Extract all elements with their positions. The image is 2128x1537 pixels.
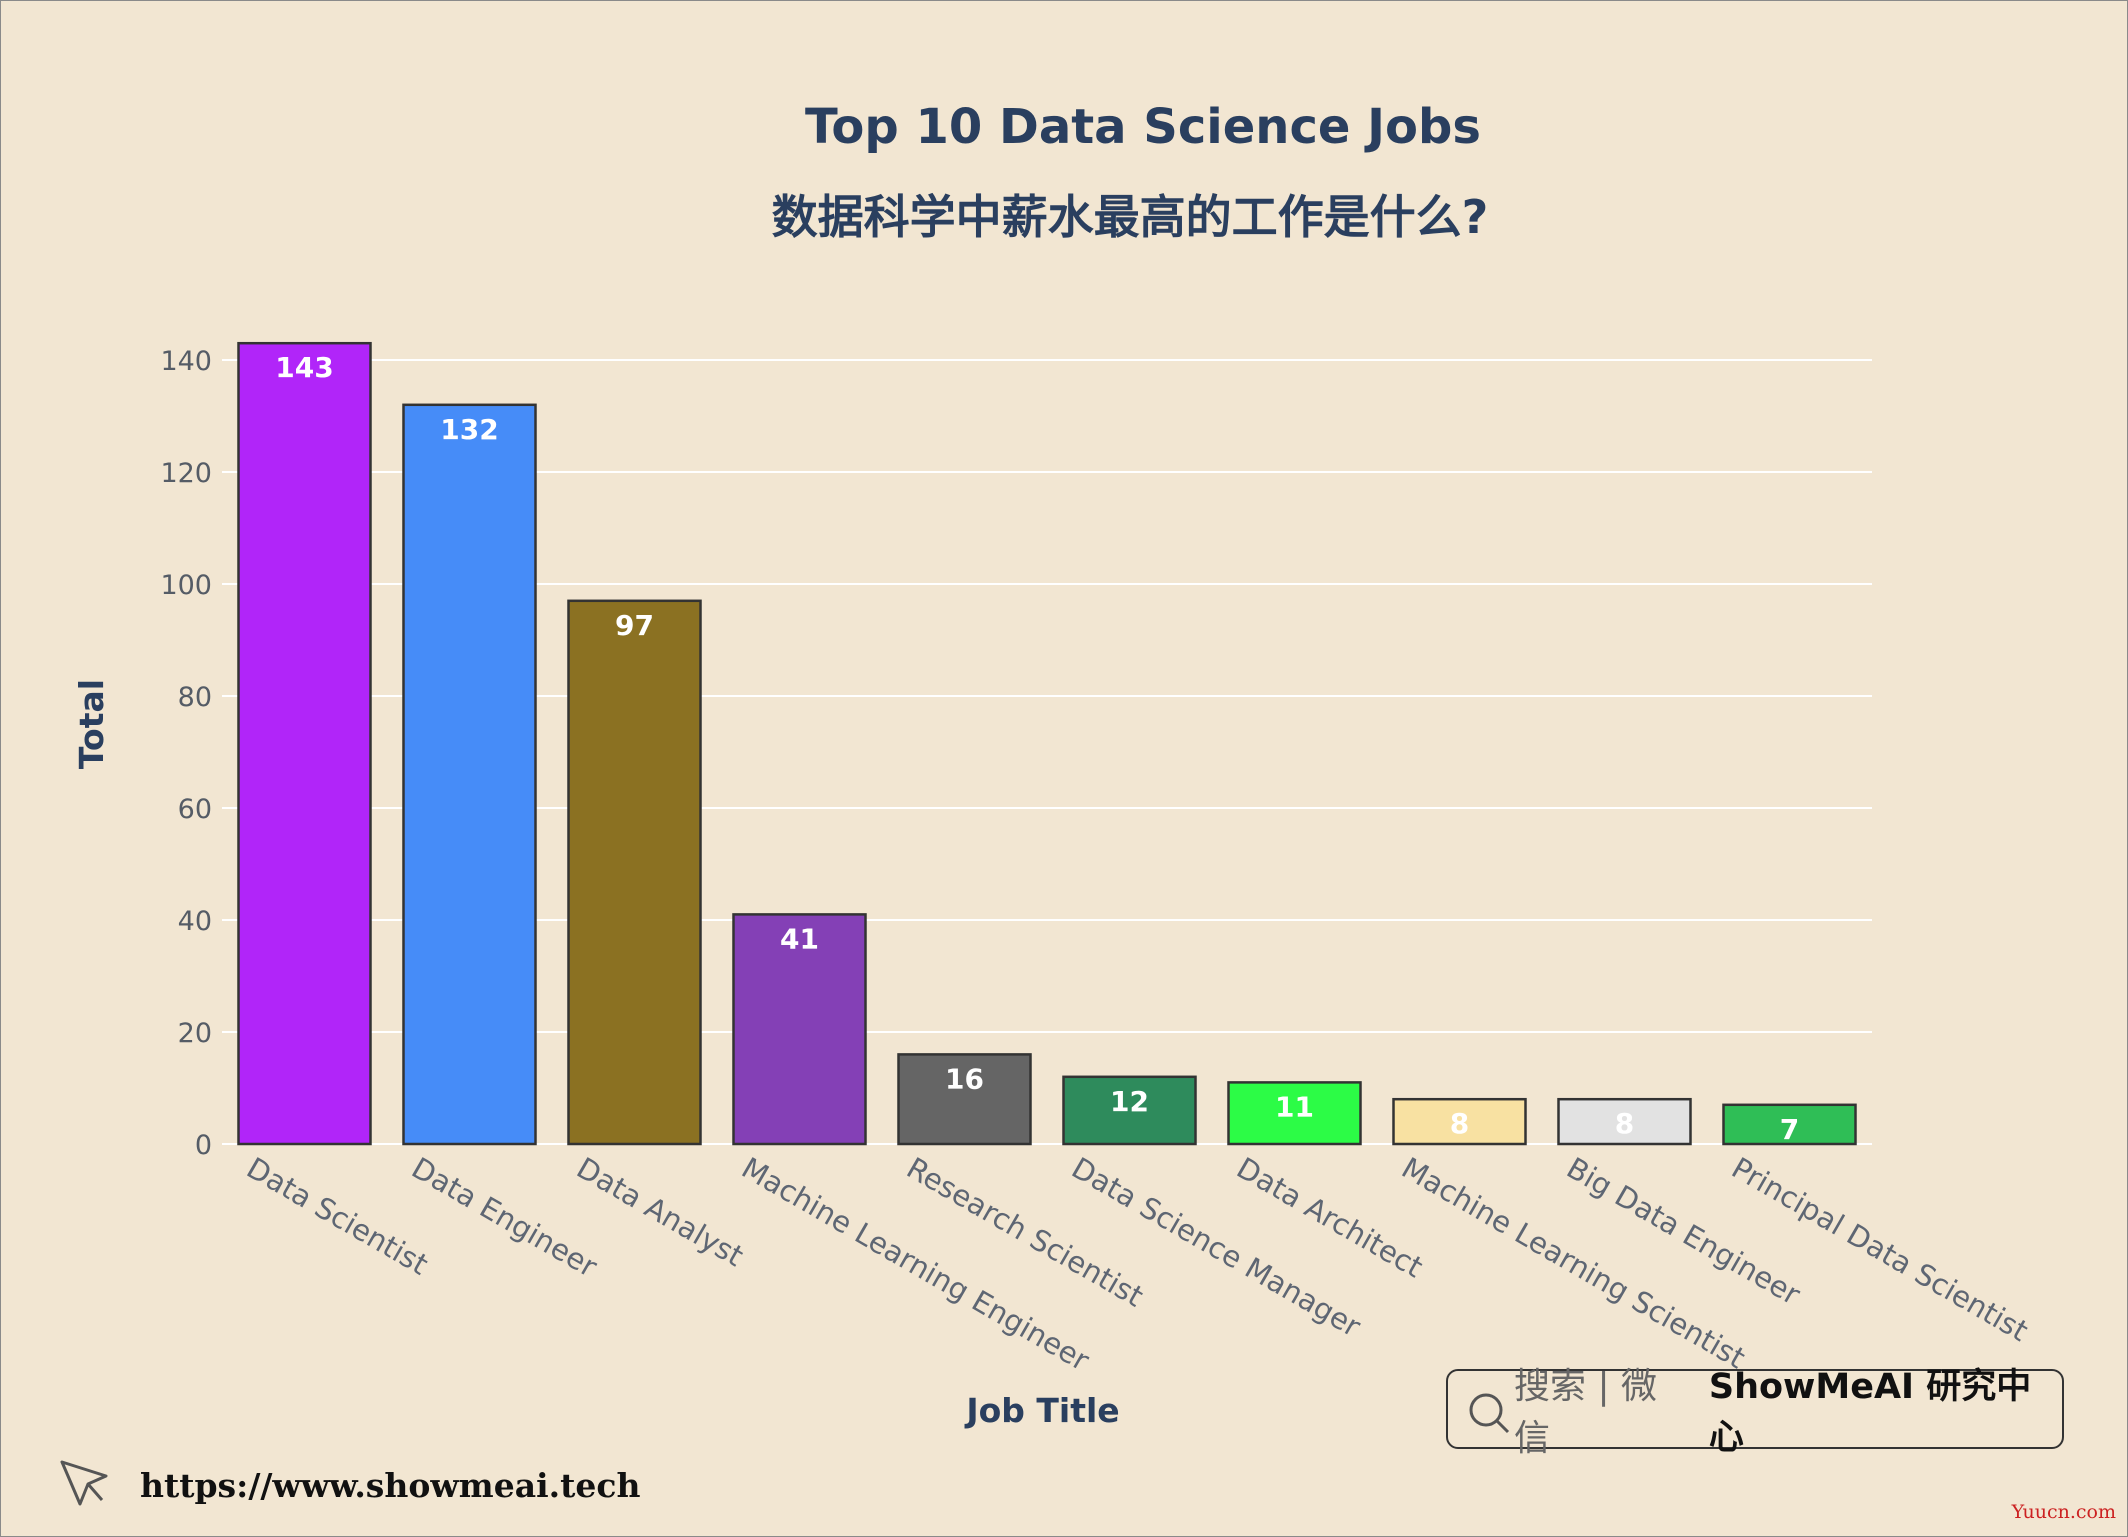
bar bbox=[897, 1053, 1032, 1146]
wechat-search-box: 搜索 | 微信 ShowMeAI 研究中心 bbox=[1446, 1366, 2064, 1459]
bar-labels: 143 132 97 41 16 12 11 8 8 7 bbox=[275, 351, 1799, 1146]
bar-value-label: 11 bbox=[1275, 1090, 1314, 1123]
bar bbox=[237, 341, 372, 1146]
bar-value-label: 12 bbox=[1110, 1085, 1149, 1118]
chart-subtitle: 数据科学中薪水最高的工作是什么? bbox=[772, 190, 1489, 244]
y-tick-label: 40 bbox=[178, 906, 212, 937]
bar-value-label: 8 bbox=[1615, 1107, 1634, 1140]
bar-value-label: 132 bbox=[440, 413, 498, 446]
chart-title: Top 10 Data Science Jobs bbox=[805, 99, 1481, 155]
search-icon bbox=[1466, 1390, 1510, 1434]
bar bbox=[1722, 1103, 1857, 1146]
bar bbox=[1392, 1097, 1527, 1146]
y-tick-label: 0 bbox=[195, 1130, 212, 1161]
x-tick-label: Data Scientist bbox=[241, 1151, 434, 1282]
bar bbox=[1557, 1097, 1692, 1146]
footer-link[interactable]: https://www.showmeai.tech bbox=[58, 1460, 640, 1510]
bars bbox=[237, 341, 1857, 1146]
x-tick-label: Data Science Manager bbox=[1066, 1151, 1366, 1344]
y-axis-label: Total bbox=[72, 679, 111, 769]
y-tick-label: 100 bbox=[160, 570, 212, 601]
brand-label: ShowMeAI 研究中心 bbox=[1708, 1367, 2032, 1458]
footer-url-text[interactable]: https://www.showmeai.tech bbox=[140, 1465, 641, 1505]
x-axis-label: Job Title bbox=[964, 1391, 1119, 1430]
y-tick-label: 120 bbox=[160, 458, 212, 489]
bar-value-label: 41 bbox=[780, 922, 819, 955]
y-tick-label: 20 bbox=[178, 1018, 212, 1049]
bar-value-label: 143 bbox=[275, 351, 333, 384]
y-tick-label: 80 bbox=[178, 682, 212, 713]
bar-value-label: 7 bbox=[1780, 1113, 1799, 1146]
x-tick-label: Principal Data Scientist bbox=[1726, 1151, 2034, 1348]
bar-value-label: 97 bbox=[615, 609, 654, 642]
bar bbox=[1227, 1081, 1362, 1146]
bar bbox=[732, 913, 867, 1146]
bar bbox=[567, 599, 702, 1146]
bar bbox=[1062, 1075, 1197, 1146]
y-tick-label: 60 bbox=[178, 794, 212, 825]
bar bbox=[402, 403, 537, 1146]
y-tick-label: 140 bbox=[160, 346, 212, 377]
cursor-icon bbox=[58, 1456, 112, 1514]
watermark: Yuucn.com bbox=[2011, 1501, 2116, 1523]
search-label: 搜索 | 微信 bbox=[1514, 1366, 1658, 1459]
x-tick-label: Data Engineer bbox=[406, 1151, 603, 1284]
bar-value-label: 16 bbox=[945, 1062, 984, 1095]
y-axis-ticks: 0 20 40 60 80 100 120 140 bbox=[160, 346, 212, 1161]
bar-value-label: 8 bbox=[1450, 1107, 1469, 1140]
